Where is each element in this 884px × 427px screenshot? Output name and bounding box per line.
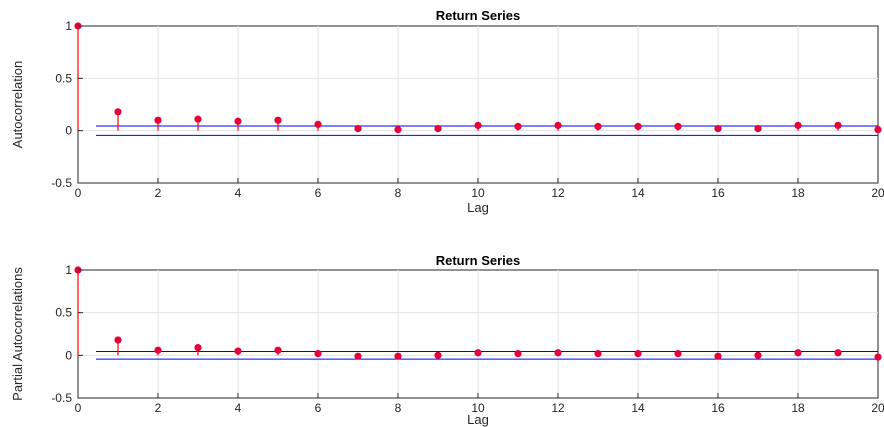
acf-marker-lag-14 xyxy=(634,122,642,131)
acf-marker-lag-20 xyxy=(874,126,882,134)
pacf-x-tick-label: 16 xyxy=(711,401,725,415)
pacf-x-tick-label: 20 xyxy=(871,401,884,415)
acf-x-tick-label: 10 xyxy=(471,186,485,200)
acf-x-tick-label: 4 xyxy=(235,186,242,200)
pacf-marker-lag-13 xyxy=(594,350,602,358)
acf-marker-lag-1 xyxy=(114,108,122,116)
pacf-x-tick-label: 14 xyxy=(631,401,645,415)
acf-marker-lag-3 xyxy=(194,115,202,123)
acf-marker-lag-11 xyxy=(514,122,522,131)
pacf-confidence-bounds xyxy=(96,350,878,360)
pacf-marker-lag-7 xyxy=(354,352,362,360)
pacf-y-tick-label: 0.5 xyxy=(55,306,72,320)
pacf-y-axis-label: Partial Autocorrelations xyxy=(10,267,25,401)
acf-marker-lag-17 xyxy=(754,124,762,133)
acf-x-axis-label: Lag xyxy=(467,200,489,215)
pacf-marker-lag-2 xyxy=(154,346,162,354)
pacf-marker-lag-6 xyxy=(314,350,322,358)
pacf-x-tick-label: 8 xyxy=(395,401,402,415)
pacf-x-tick-label: 18 xyxy=(791,401,805,415)
acf-marker-lag-12 xyxy=(554,121,562,130)
acf-marker-lag-7 xyxy=(354,124,362,133)
acf-marker-lag-18 xyxy=(794,121,802,130)
acf-marker-lag-6 xyxy=(314,120,322,128)
pacf-marker-lag-4 xyxy=(234,347,242,355)
acf-y-tick-label: 0.5 xyxy=(55,71,72,85)
acf-x-tick-label: 16 xyxy=(711,186,725,200)
pacf-x-tick-label: 10 xyxy=(471,401,485,415)
acf-y-tick-label: -0.5 xyxy=(51,176,72,190)
pacf-marker-lag-16 xyxy=(714,352,722,360)
acf-y-axis-label: Autocorrelation xyxy=(10,61,25,148)
acf-chart: 0 2 4 6 8 10 12 14 16 18 20-0.500.51 Return Series… xyxy=(10,8,884,215)
pacf-marker-lag-15 xyxy=(674,350,682,358)
pacf-x-axis-label: Lag xyxy=(467,412,489,427)
pacf-marker-lag-11 xyxy=(514,350,522,358)
pacf-marker-lag-5 xyxy=(274,346,282,354)
pacf-marker-lag-14 xyxy=(634,350,642,358)
acf-ticks: 0 2 4 6 8 10 12 14 16 18 20-0.500.51 xyxy=(51,19,884,200)
pacf-marker-lag-19 xyxy=(834,349,842,357)
pacf-marker-lag-1 xyxy=(114,336,122,344)
pacf-y-tick-label: 1 xyxy=(65,263,72,277)
pacf-x-tick-label: 4 xyxy=(235,401,242,415)
acf-confidence-bounds xyxy=(96,125,878,136)
pacf-stems xyxy=(74,266,882,361)
acf-x-tick-label: 18 xyxy=(791,186,805,200)
acf-x-tick-label: 20 xyxy=(871,186,884,200)
pacf-marker-lag-9 xyxy=(434,351,442,359)
pacf-marker-lag-12 xyxy=(554,349,562,357)
acf-marker-lag-13 xyxy=(594,122,602,131)
pacf-x-tick-label: 2 xyxy=(155,401,162,415)
pacf-marker-lag-8 xyxy=(394,352,402,360)
acf-stems xyxy=(74,22,882,134)
pacf-x-tick-label: 12 xyxy=(551,401,565,415)
acf-y-tick-label: 0 xyxy=(65,124,72,138)
acf-marker-lag-19 xyxy=(834,121,842,130)
acf-x-tick-label: 8 xyxy=(395,186,402,200)
pacf-marker-lag-3 xyxy=(194,344,202,352)
acf-marker-lag-4 xyxy=(234,117,242,125)
pacf-chart-title: Return Series xyxy=(436,253,521,268)
pacf-marker-lag-18 xyxy=(794,349,802,357)
acf-marker-lag-9 xyxy=(434,124,442,133)
acf-y-tick-label: 1 xyxy=(65,19,72,33)
acf-x-tick-label: 6 xyxy=(315,186,322,200)
acf-chart-title: Return Series xyxy=(436,8,521,23)
pacf-ticks: 0 2 4 6 8 10 12 14 16 18 20-0.500.51 xyxy=(51,263,884,415)
acf-marker-lag-16 xyxy=(714,124,722,133)
acf-marker-lag-8 xyxy=(394,126,402,134)
acf-x-tick-label: 0 xyxy=(75,186,82,200)
pacf-chart: 0 2 4 6 8 10 12 14 16 18 20-0.500.51 Return Series… xyxy=(10,253,884,427)
pacf-marker-lag-20 xyxy=(874,353,882,361)
acf-marker-lag-15 xyxy=(674,122,682,131)
acf-x-tick-label: 14 xyxy=(631,186,645,200)
pacf-marker-lag-10 xyxy=(474,349,482,357)
acf-marker-lag-2 xyxy=(154,116,162,124)
pacf-y-tick-label: -0.5 xyxy=(51,391,72,405)
acf-marker-lag-10 xyxy=(474,121,482,130)
pacf-x-tick-label: 6 xyxy=(315,401,322,415)
pacf-y-tick-label: 0 xyxy=(65,348,72,362)
acf-marker-lag-5 xyxy=(274,116,282,124)
acf-x-tick-label: 2 xyxy=(155,186,162,200)
pacf-marker-lag-17 xyxy=(754,351,762,359)
pacf-x-tick-label: 0 xyxy=(75,401,82,415)
acf-x-tick-label: 12 xyxy=(551,186,565,200)
